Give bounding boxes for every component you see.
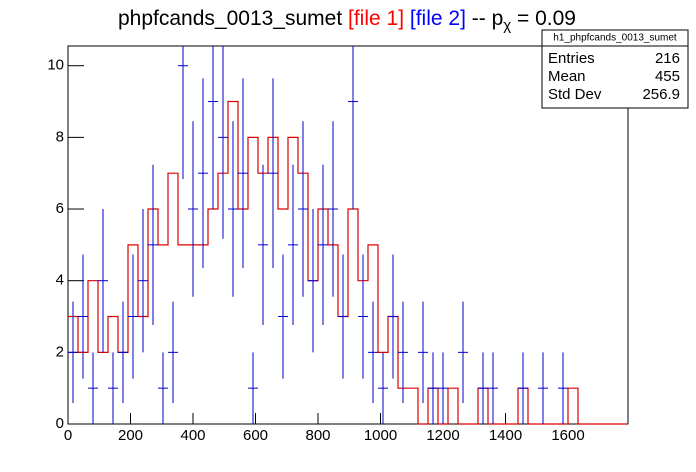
x-tick-label: 1000 [364,427,397,444]
error-point [398,301,408,404]
title-file2: [file 2] [410,7,466,30]
error-point [338,254,348,379]
y-tick-label: 4 [56,272,64,289]
error-point [188,121,198,297]
error-point [518,352,528,424]
x-tick-label: 400 [180,427,205,444]
error-point [388,254,398,379]
y-tick-label: 8 [56,128,64,145]
y-tick-label: 6 [56,200,64,217]
error-point [68,301,78,404]
x-tick-label: 600 [243,427,268,444]
error-point [318,164,328,325]
error-point [348,46,358,210]
error-point [168,301,178,404]
x-tick-label: 800 [305,427,330,444]
error-point [358,254,368,379]
title-rest: = 0.09 [517,7,576,30]
error-point [308,209,318,353]
error-point [368,301,378,404]
error-point [258,164,268,325]
x-tick-label: 1200 [426,427,459,444]
error-point [278,254,288,379]
error-point [198,78,208,268]
error-point [138,209,148,353]
error-point [378,352,388,424]
error-point [268,78,278,268]
title-file1: [file 1] [348,7,404,30]
chart-title: phpfcands_0013_sumet [file 1] [file 2] -… [118,7,576,37]
stats-value: 256.9 [642,86,680,103]
error-point [88,352,98,424]
error-point [558,352,568,424]
error-point [438,352,448,424]
x-tick-label: 1600 [551,427,584,444]
error-point [538,352,548,424]
error-point [98,209,108,353]
stats-frame [541,29,689,109]
x-tick-label: 1400 [489,427,522,444]
stats-value: 216 [655,50,680,67]
x-tick-label: 200 [118,427,143,444]
error-point [148,164,158,325]
stats-box: h1_phpfcands_0013_sumet Entries 216 Mean 45… [541,29,689,109]
error-point [78,254,88,379]
error-point [118,301,128,404]
y-tick-label: 2 [56,343,64,360]
error-point [228,121,238,297]
title-sep: -- p [472,7,504,30]
y-tick-label: 0 [56,415,64,432]
error-point [428,352,438,424]
error-point [158,352,168,424]
error-point [248,352,258,424]
stats-label: Entries [548,50,595,67]
x-tick-label: 0 [64,427,72,444]
title-main: phpfcands_0013_sumet [118,7,342,30]
stats-name: h1_phpfcands_0013_sumet [553,33,677,44]
error-point [298,121,308,297]
error-point [418,301,428,404]
error-point [238,78,248,268]
title-sub: χ [503,17,511,34]
error-point [488,352,498,424]
error-point [458,301,468,404]
error-point [288,164,298,325]
stats-label: Mean [548,68,586,85]
error-point [178,46,188,180]
error-point [128,254,138,379]
plot-frame [67,45,629,425]
y-tick-label: 10 [47,57,64,74]
error-point [328,121,338,297]
error-point [218,46,228,239]
error-point [108,352,118,424]
error-point [478,352,488,424]
stats-value: 455 [655,68,680,85]
error-point [208,46,218,210]
stats-label: Std Dev [548,86,602,103]
